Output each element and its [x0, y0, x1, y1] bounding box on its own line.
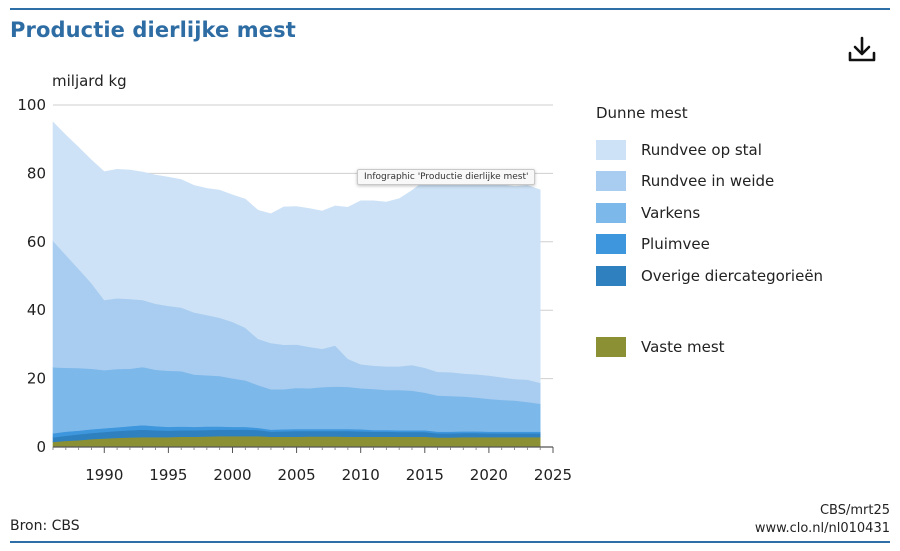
legend-label: Rundvee in weide — [641, 172, 775, 191]
legend-item-overige[interactable]: Overige diercategorieën — [596, 260, 896, 292]
page-title: Productie dierlijke mest — [10, 18, 296, 42]
legend-label: Vaste mest — [641, 338, 725, 357]
y-tick-label: 80 — [27, 164, 46, 182]
legend-item-pluimvee[interactable]: Pluimvee — [596, 229, 896, 261]
chart-axes: 0 20 40 60 80 100 1990 1995 2000 2005 2010 2015 2020… — [17, 96, 572, 484]
legend-item-rundvee-op-stal[interactable]: Rundvee op stal — [596, 134, 896, 166]
credit: CBS/mrt25 www.clo.nl/nl010431 — [755, 502, 890, 538]
legend-swatch — [596, 171, 626, 192]
x-tick-label: 2000 — [213, 466, 251, 484]
x-tick-label: 1990 — [85, 466, 123, 484]
download-button[interactable] — [846, 34, 878, 66]
source-label: Bron: CBS — [10, 518, 80, 534]
legend-swatch — [596, 234, 626, 255]
y-tick-label: 0 — [36, 438, 46, 456]
x-tick-label: 2020 — [470, 466, 508, 484]
legend: Dunne mest Rundvee op stal Rundvee in we… — [596, 104, 896, 363]
legend-swatch — [596, 337, 626, 358]
tooltip: Infographic 'Productie dierlijke mest' — [357, 169, 536, 185]
chart-areas — [52, 121, 541, 448]
x-tick-label: 2005 — [277, 466, 315, 484]
download-icon — [848, 36, 876, 62]
legend-label: Overige diercategorieën — [641, 266, 824, 285]
legend-swatch — [596, 139, 626, 160]
x-tick-label: 2025 — [534, 466, 572, 484]
x-tick-label: 1995 — [149, 466, 187, 484]
top-rule — [10, 8, 890, 10]
y-tick-label: 100 — [17, 96, 46, 114]
legend-swatch — [596, 202, 626, 223]
x-tick-label: 2015 — [406, 466, 444, 484]
legend-label: Pluimvee — [641, 235, 710, 254]
legend-title-dunne-mest: Dunne mest — [596, 104, 688, 122]
legend-item-vaste-mest[interactable]: Vaste mest — [596, 332, 896, 364]
y-tick-label: 40 — [27, 301, 46, 319]
y-axis-label: miljard kg — [52, 72, 127, 90]
credit-date: CBS/mrt25 — [819, 503, 890, 518]
legend-label: Varkens — [641, 203, 701, 222]
credit-url[interactable]: www.clo.nl/nl010431 — [754, 521, 890, 536]
legend-label: Rundvee op stal — [641, 140, 762, 159]
legend-item-rundvee-in-weide[interactable]: Rundvee in weide — [596, 166, 896, 198]
y-tick-label: 60 — [27, 233, 46, 251]
area-rundvee-op-stal[interactable] — [52, 121, 541, 384]
legend-item-varkens[interactable]: Varkens — [596, 197, 896, 229]
legend-swatch — [596, 265, 626, 286]
x-tick-label: 2010 — [342, 466, 380, 484]
y-tick-label: 20 — [27, 370, 46, 388]
bottom-rule — [10, 541, 890, 543]
